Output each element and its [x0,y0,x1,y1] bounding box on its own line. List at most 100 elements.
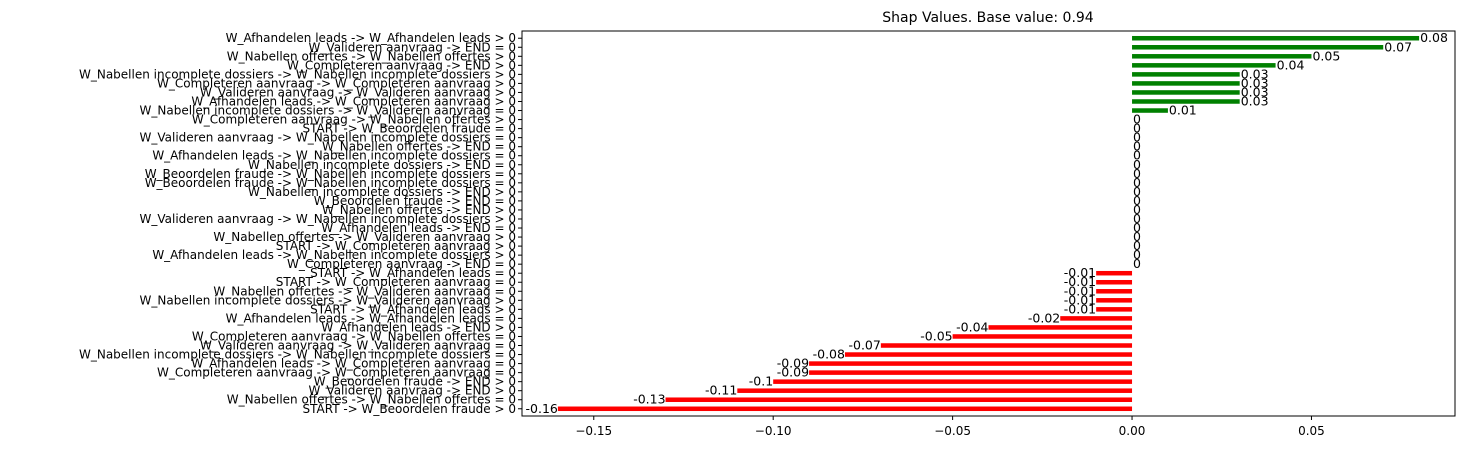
data-label: -0.01 [1064,283,1096,298]
data-label: 0 [1133,229,1141,244]
bars-layer [557,35,1420,412]
y-tick-label: START -> W_Completeren aanvraag > 0 [276,239,516,253]
data-label: -0.01 [1064,265,1096,280]
data-label: -0.02 [1028,310,1060,325]
bar [809,361,1133,366]
bar [1132,90,1240,95]
y-tick-label: W_Afhandelen leads -> W_Afhandelen leads… [226,31,516,45]
plot-frame [521,30,1456,417]
bar [1132,99,1240,104]
y-tick-label: W_Afhandelen leads -> END > 0 [321,320,516,334]
y-tick-label: W_Valideren aanvraag -> W_Valideren aanv… [200,85,516,99]
bar [809,370,1133,375]
y-tick-label: W_Afhandelen leads -> W_Nabellen incompl… [152,149,516,163]
y-tick-label: W_Beoordelen fraude -> END = 0 [314,194,516,208]
bar [1132,45,1384,50]
data-label: 0 [1133,130,1141,145]
chart-title: Shap Values. Base value: 0.94 [882,10,1094,26]
y-tick-label: W_Completeren aanvraag -> W_Nabellen off… [192,329,516,343]
data-label: 0 [1133,256,1141,271]
data-label: -0.09 [777,365,809,380]
y-tick-label: START -> W_Afhandelen leads = 0 [310,266,516,280]
data-labels: 0.080.070.050.040.030.030.030.030.010000… [526,30,1448,416]
data-label: 0 [1133,175,1141,190]
data-label: 0 [1133,184,1141,199]
data-label: -0.09 [777,356,809,371]
y-tick-label: W_Completeren aanvraag -> END = 0 [287,257,516,271]
data-label: -0.01 [1064,301,1096,316]
y-tick-labels: W_Afhandelen leads -> W_Afhandelen leads… [79,31,522,416]
y-tick-label: W_Completeren aanvraag -> W_Completeren … [157,76,516,90]
y-tick-label: START -> W_Beoordelen fraude = 0 [303,122,517,136]
data-label: -0.01 [1064,274,1096,289]
bar [1096,298,1133,303]
data-label: 0 [1133,202,1141,217]
y-tick-label: W_Completeren aanvraag -> W_Nabellen off… [192,113,516,127]
data-label: -0.1 [749,374,773,389]
y-tick-label: W_Beoordelen fraude -> W_Nabellen incomp… [145,176,516,190]
data-label: 0.04 [1277,57,1305,72]
y-tick-label: W_Valideren aanvraag -> W_Nabellen incom… [140,212,516,226]
data-label: 0 [1133,121,1141,136]
y-tick-label: W_Afhandelen leads -> W_Completeren aanv… [191,94,516,108]
data-label: 0.08 [1420,30,1448,45]
y-tick-label: START -> W_Afhandelen leads > 0 [310,302,516,316]
data-label: 0 [1133,211,1141,226]
bar [844,352,1133,357]
data-label: -0.16 [526,401,558,416]
y-tick-label: W_Nabellen incomplete dossiers -> W_Nabe… [79,348,516,362]
data-label: 0.03 [1241,75,1269,90]
y-tick-label: W_Afhandelen leads -> END = 0 [321,221,516,235]
y-tick-label: W_Beoordelen fraude -> W_Nabellen incomp… [145,167,516,181]
data-label: 0.01 [1169,103,1197,118]
bar [988,325,1133,330]
y-tick-label: W_Nabellen incomplete dossiers -> END > … [248,185,516,199]
x-tick-label: 0.05 [1298,424,1325,438]
x-tick-label: −0.05 [934,424,971,438]
bar [1096,279,1133,285]
data-label: -0.11 [705,383,737,398]
bar [1132,63,1276,68]
bar [1132,108,1168,113]
y-tick-label: W_Nabellen incomplete dossiers -> W_Vali… [140,104,516,118]
y-tick-label: W_Completeren aanvraag -> END > 0 [287,58,516,72]
data-label: 0 [1133,220,1141,235]
y-tick-label: W_Valideren aanvraag -> END > 0 [309,384,516,398]
y-tick-label: W_Afhandelen leads -> W_Nabellen incompl… [152,248,516,262]
bar [1096,270,1133,276]
y-tick-label: W_Valideren aanvraag -> END = 0 [309,40,516,54]
x-tick-label: −0.15 [575,424,612,438]
data-label: 0.03 [1241,84,1269,99]
bar [952,334,1133,339]
y-tick-label: W_Beoordelen fraude -> END > 0 [314,375,516,389]
data-label: 0 [1133,193,1141,208]
data-label: -0.04 [956,319,988,334]
y-tick-label: START -> W_Completeren aanvraag = 0 [276,275,516,289]
y-tick-label: W_Valideren aanvraag -> W_Nabellen incom… [140,131,516,145]
data-label: 0 [1133,148,1141,163]
y-tick-label: W_Afhandelen leads -> W_Afhandelen leads… [226,311,516,325]
bar [1060,316,1133,321]
y-tick-label: W_Nabellen offertes -> W_Valideren aanvr… [213,230,516,244]
y-tick-label: W_Afhandelen leads -> W_Completeren aanv… [191,357,516,371]
y-tick-label: W_Valideren aanvraag -> W_Valideren aanv… [200,339,516,353]
data-label: 0 [1133,112,1141,127]
bar [1096,307,1133,312]
data-label: -0.13 [633,392,665,407]
bar [557,406,1133,412]
bar [737,388,1133,393]
data-label: 0 [1133,238,1141,253]
y-tick-label: W_Nabellen offertes -> W_Nabellen offert… [227,49,516,63]
data-label: 0.03 [1241,93,1269,108]
y-tick-label: W_Nabellen offertes -> W_Nabellen offert… [227,393,516,407]
bar [1132,54,1312,59]
bar [773,379,1133,384]
data-label: 0 [1133,166,1141,181]
bar [665,397,1133,402]
bar [880,343,1133,348]
bar [1096,289,1133,294]
y-tick-label: W_Nabellen offertes -> END = 0 [322,140,516,154]
y-tick-label: START -> W_Beoordelen fraude > 0 [303,402,517,416]
